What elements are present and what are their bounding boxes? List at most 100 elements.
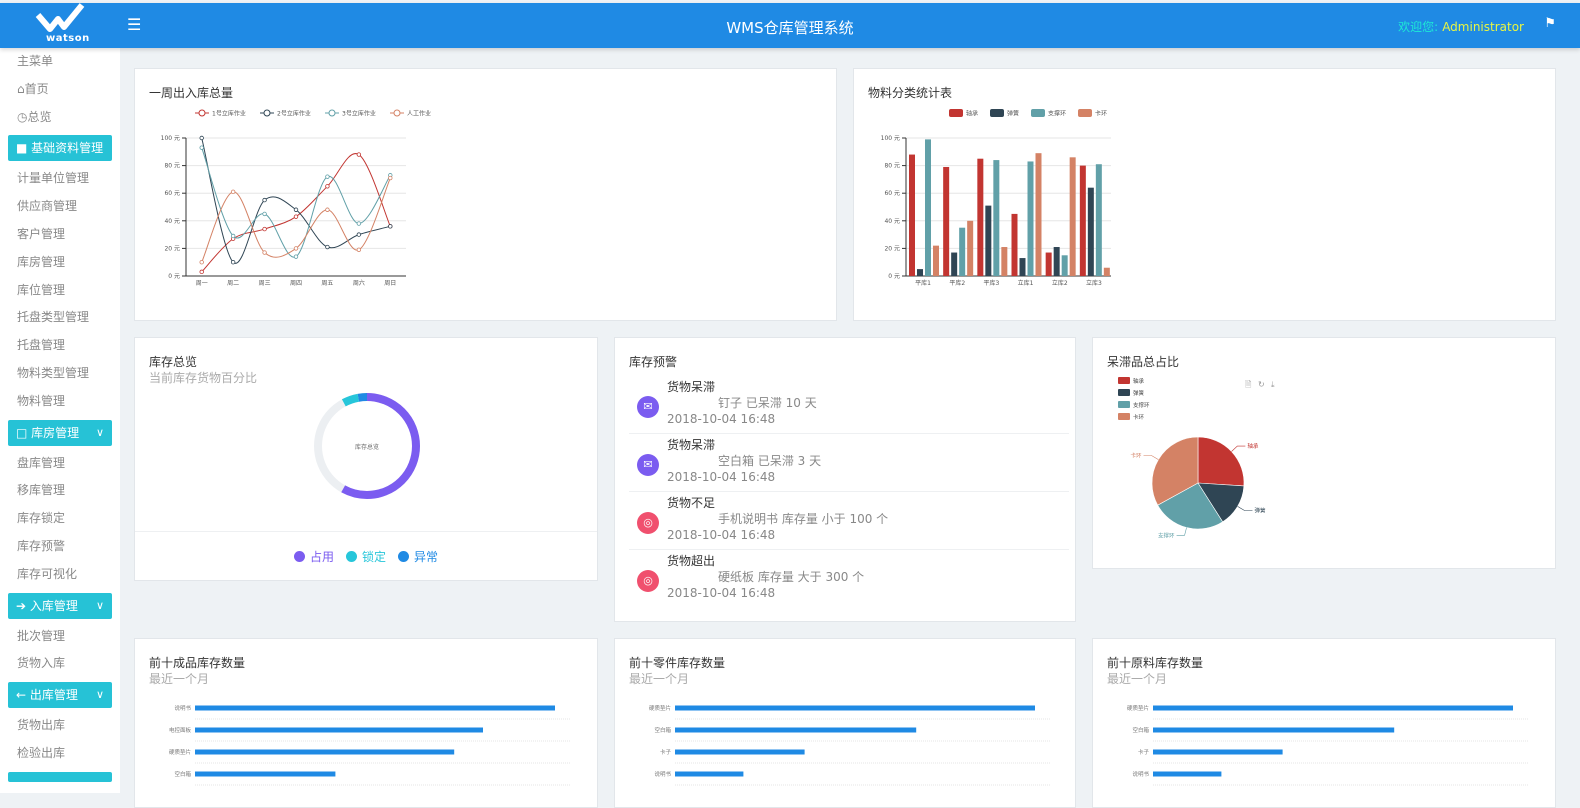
bar (1027, 161, 1034, 276)
sidebar-group-1[interactable]: □ 库房管理 ∨ (8, 419, 112, 446)
legend-swatch (1118, 377, 1130, 384)
sidebar-item[interactable]: 库存锁定 (17, 511, 66, 526)
legend-item-1: 2号立库作业 (260, 109, 311, 118)
bar (925, 139, 931, 276)
sidebar-item[interactable]: 货物出库 (17, 718, 66, 733)
bar-label: 空白箱 (654, 726, 671, 734)
legend-item-0: 轴承 (949, 109, 978, 118)
bar (1087, 187, 1094, 276)
legend-marker (198, 109, 206, 117)
sidebar-item[interactable]: 库房管理 (17, 254, 66, 269)
flag-icon[interactable]: ⚑ (1544, 16, 1556, 31)
username-link[interactable]: Administrator (1442, 20, 1524, 34)
card-title: 一周出入库总量 (149, 86, 234, 100)
sidebar-item[interactable]: 托盘类型管理 (17, 310, 90, 325)
warning-item[interactable]: ✉ 货物呆滞 钉子 已呆滞 10 天 2018-10-04 16:48 (629, 376, 1069, 434)
welcome-text: 欢迎您: Administrator (1398, 18, 1524, 35)
sidebar-item[interactable]: 批次管理 (17, 628, 66, 643)
legend-item-2[interactable]: 异常 (398, 550, 438, 564)
legend-label: 异常 (414, 550, 439, 564)
warning-item[interactable]: ◎ 货物超出 硬纸板 库存量 大于 300 个 2018-10-04 16:48 (629, 550, 1069, 608)
donut-legend: 占用 锁定 异常 (135, 548, 597, 565)
sidebar-item[interactable]: 库存可视化 (17, 566, 78, 581)
x-tick-label: 周二 (227, 280, 239, 287)
divider (135, 531, 597, 532)
sidebar-item[interactable]: 库位管理 (17, 282, 66, 297)
legend-label: 轴承 (1133, 377, 1145, 385)
data-point (230, 259, 236, 265)
slice-label: 支撑环 (1158, 531, 1175, 539)
data-point (262, 226, 267, 232)
data-point (325, 184, 330, 189)
watson-logo[interactable]: watson (0, 3, 120, 48)
bar (675, 749, 805, 755)
sidebar-item[interactable]: 移库管理 (17, 483, 66, 498)
data-point (293, 246, 299, 251)
warning-desc: 钉子 已呆滞 10 天 (718, 396, 817, 410)
bar-label: 说明书 (654, 770, 671, 778)
bar (1061, 255, 1068, 276)
sidebar-item[interactable]: 盘库管理 (17, 455, 66, 470)
slice-label: 弹簧 (1254, 506, 1266, 514)
sidebar-item[interactable]: 物料类型管理 (17, 365, 90, 380)
sidebar-item[interactable]: 货物入库 (17, 656, 66, 671)
x-tick-label: 周三 (259, 280, 271, 287)
legend-item-1[interactable]: 锁定 (345, 550, 386, 564)
donut-center-label: 库存总览 (355, 443, 379, 451)
bar (1035, 153, 1042, 276)
data-point (293, 254, 299, 259)
welcome-label: 欢迎您: (1398, 20, 1439, 34)
data-point (230, 189, 236, 195)
legend-item-0[interactable]: 占用 (293, 550, 334, 564)
bar (675, 727, 917, 733)
y-tick-label: 0 元 (168, 273, 180, 280)
sidebar-item[interactable]: 客户管理 (17, 226, 66, 241)
hamburger-icon[interactable]: ☰ (127, 15, 142, 34)
x-tick-label: 周四 (290, 280, 302, 287)
legend-label: 占用 (309, 550, 334, 564)
inventory-donut-chart: 库存总览 (314, 393, 420, 499)
label-line (1237, 506, 1253, 511)
globe-icon: ◎ (637, 570, 659, 592)
legend-label: 卡环 (1133, 413, 1145, 421)
chevron-down-icon: ∨ (95, 688, 104, 702)
chevron-down-icon: ∨ (95, 425, 104, 439)
sidebar-group-more[interactable] (8, 771, 112, 782)
card-title: 前十成品库存数量 (149, 656, 246, 670)
sidebar-group-0[interactable]: ■ 基础资料管理 (8, 135, 112, 162)
bar-label: 说明书 (1132, 770, 1149, 778)
sidebar-item-home[interactable]: ⌂首页 (0, 76, 120, 104)
data-point (199, 259, 204, 265)
warning-item[interactable]: ✉ 货物呆滞 空白箱 已呆滞 3 天 2018-10-04 16:48 (629, 434, 1069, 492)
data-point (262, 211, 267, 217)
sidebar-group-3[interactable]: ← 出库管理 ∨ (8, 682, 112, 709)
main-menu-label: 主菜单 (17, 54, 54, 68)
bar (985, 205, 992, 276)
warning-time: 2018-10-04 16:48 (667, 586, 776, 600)
sidebar-item[interactable]: 计量单位管理 (17, 171, 90, 186)
data-view-icon: 🗎 (1245, 380, 1252, 389)
bar (195, 771, 336, 777)
bar (909, 154, 915, 276)
sidebar-group-2[interactable]: ➔ 入库管理 ∨ (8, 592, 112, 619)
sidebar-item[interactable]: 检验出库 (17, 745, 66, 760)
y-tick-label: 20 元 (884, 245, 900, 252)
legend-dot (345, 551, 357, 562)
x-tick-label: 周五 (321, 280, 333, 287)
bar-label: 卡子 (660, 748, 672, 756)
data-point (325, 207, 330, 212)
legend-item-3: 卡环 (1078, 109, 1107, 118)
card-title: 前十原料库存数量 (1107, 656, 1204, 670)
sidebar-item[interactable]: 库存预警 (17, 538, 66, 553)
data-point (356, 247, 362, 252)
bar-label: 空白箱 (1132, 726, 1149, 734)
warning-item[interactable]: ◎ 货物不足 手机说明书 库存量 小于 100 个 2018-10-04 16:48 (629, 492, 1069, 550)
legend-swatch (1078, 109, 1092, 117)
sidebar-item-overview[interactable]: ◷总览 (0, 104, 120, 132)
bar (967, 220, 974, 276)
bar (977, 158, 984, 276)
sidebar-item[interactable]: 供应商管理 (17, 199, 78, 214)
sidebar-item[interactable]: 物料管理 (17, 393, 66, 408)
sidebar-item[interactable]: 托盘管理 (17, 338, 66, 353)
